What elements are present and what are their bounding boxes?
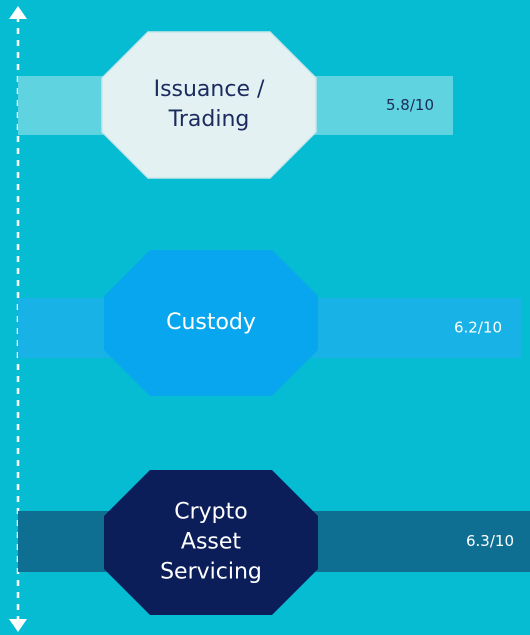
item-label: Servicing bbox=[160, 560, 262, 585]
item-label: Asset bbox=[181, 530, 242, 555]
item-score: 6.2/10 bbox=[454, 319, 502, 337]
octagon bbox=[104, 470, 318, 615]
item-label: Crypto bbox=[174, 500, 247, 525]
item-label: Issuance / bbox=[154, 77, 265, 102]
octagon bbox=[101, 31, 317, 179]
item-label: Custody bbox=[166, 310, 256, 335]
arrow-down bbox=[9, 619, 27, 632]
item-score: 6.3/10 bbox=[466, 532, 514, 550]
octagon bbox=[104, 250, 318, 396]
item-label: Trading bbox=[168, 107, 250, 132]
item-score: 5.8/10 bbox=[386, 96, 434, 114]
arrow-up bbox=[9, 6, 27, 19]
